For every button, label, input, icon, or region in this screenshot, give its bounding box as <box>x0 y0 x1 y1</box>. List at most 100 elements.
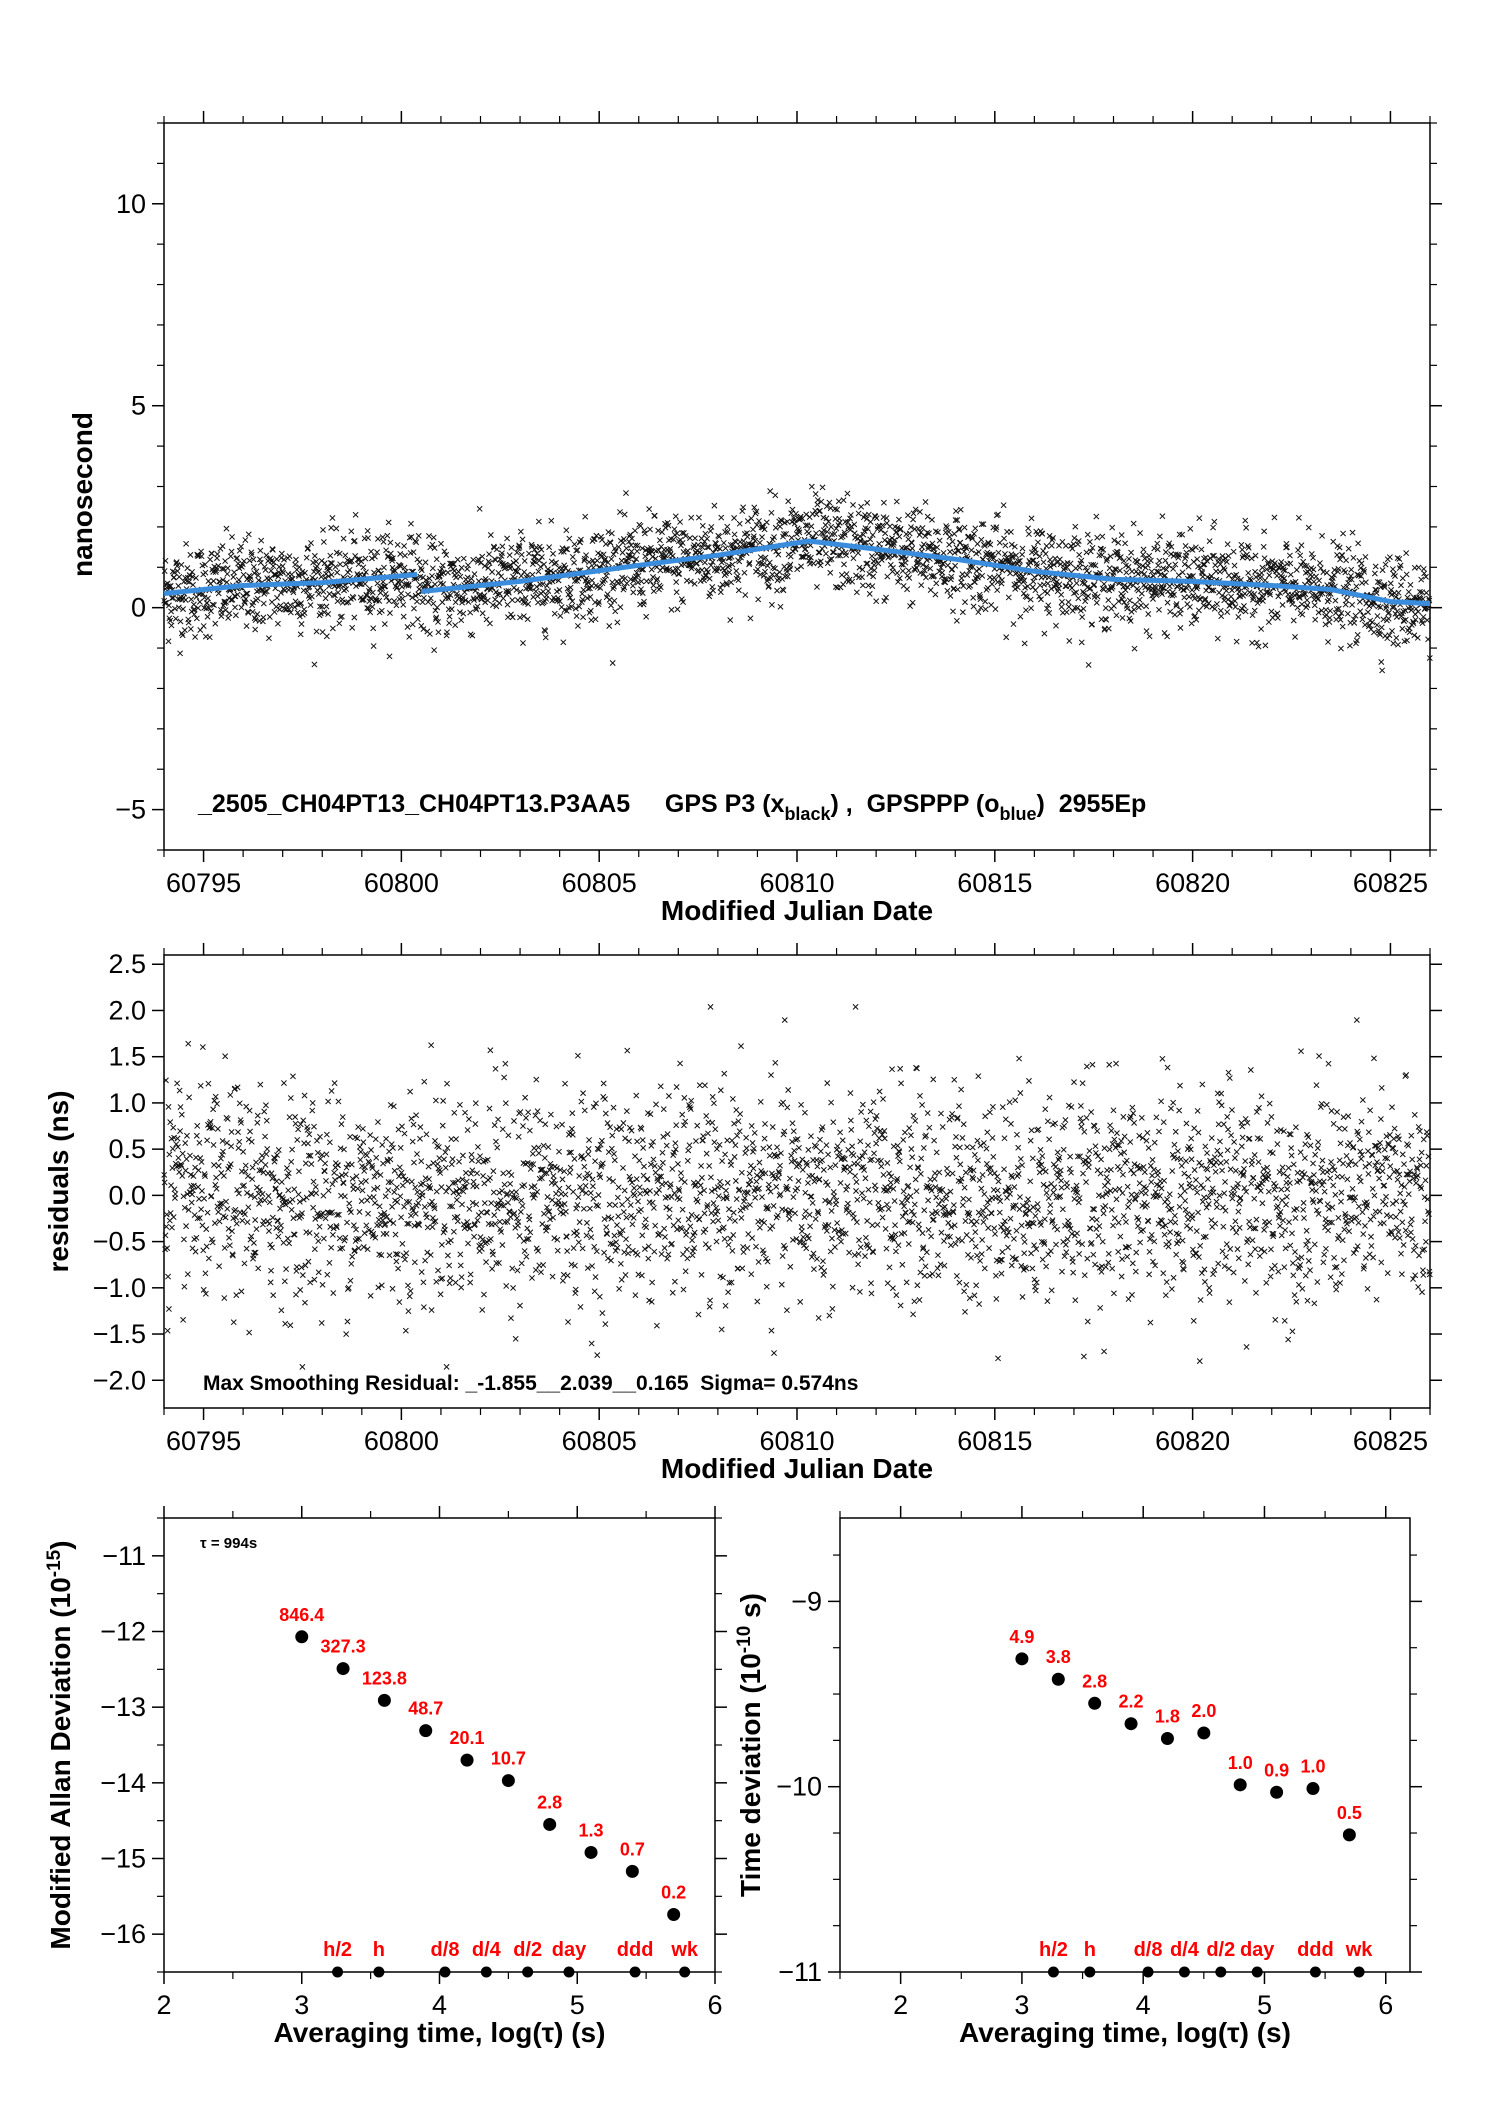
residual-point <box>725 1241 732 1248</box>
residual-point <box>732 1177 739 1184</box>
residual-point <box>627 1202 634 1209</box>
residual-point <box>196 1195 202 1202</box>
residual-point <box>192 1164 199 1171</box>
residual-point <box>235 1129 241 1136</box>
top-point <box>446 613 453 620</box>
top-point <box>1130 520 1137 527</box>
top-point <box>556 587 563 593</box>
top-point <box>308 593 315 600</box>
residual-point <box>434 1160 441 1167</box>
top-point <box>750 533 757 540</box>
residual-point <box>586 1172 593 1179</box>
top-point <box>445 595 452 602</box>
y-tick-label: 0.0 <box>108 1180 146 1210</box>
top-point <box>426 630 433 637</box>
residual-point <box>705 1244 712 1251</box>
residual-point <box>883 1201 890 1208</box>
top-point <box>526 550 532 557</box>
residual-point <box>407 1288 414 1294</box>
residual-point <box>692 1138 699 1145</box>
top-point <box>599 561 606 568</box>
top-point <box>418 622 425 629</box>
top-point <box>1026 531 1032 538</box>
top-point <box>1258 626 1265 632</box>
top-point <box>175 604 182 611</box>
residual-point <box>393 1258 400 1265</box>
top-point <box>1032 550 1039 557</box>
residual-point <box>816 1176 823 1183</box>
top-point <box>1062 542 1069 549</box>
top-point <box>516 542 523 549</box>
y-tick-label: −2.0 <box>93 1365 146 1395</box>
top-point <box>771 565 778 572</box>
top-point <box>444 593 451 600</box>
top-point <box>370 643 377 650</box>
top-point <box>271 608 278 615</box>
residual-point <box>420 1180 426 1187</box>
top-point <box>629 553 636 560</box>
top-point <box>1062 583 1069 590</box>
top-point <box>907 603 914 609</box>
residual-point <box>916 1225 923 1232</box>
top-point <box>387 539 394 546</box>
residual-point <box>839 1137 846 1144</box>
residual-point <box>221 1295 228 1301</box>
top-point <box>1105 625 1112 632</box>
top-point <box>895 516 902 523</box>
residual-point <box>402 1327 409 1334</box>
top-point <box>1223 587 1230 594</box>
residual-point <box>179 1150 186 1157</box>
top-point <box>859 574 865 581</box>
top-point <box>572 605 579 612</box>
top-point <box>1258 569 1265 576</box>
y-tick-label: 0.5 <box>108 1134 146 1164</box>
x-tick-label: 60795 <box>166 1426 241 1456</box>
residual-point <box>935 1201 942 1208</box>
residual-point <box>184 1271 191 1278</box>
residual-point <box>581 1107 588 1114</box>
top-point <box>579 596 586 603</box>
top-point <box>240 571 247 578</box>
top-point <box>174 568 181 575</box>
residual-point <box>412 1184 419 1191</box>
top-point <box>1286 552 1293 559</box>
top-point <box>487 532 494 538</box>
residual-point <box>916 1092 923 1099</box>
residual-point <box>832 1244 838 1251</box>
top-point <box>1386 554 1393 561</box>
residual-point <box>777 1150 784 1157</box>
residual-point <box>169 1145 176 1152</box>
residual-point <box>173 1141 180 1148</box>
top-point <box>515 564 522 571</box>
top-point <box>496 600 503 606</box>
top-point <box>1378 659 1385 665</box>
residual-point <box>925 1197 932 1204</box>
top-point <box>231 569 238 576</box>
top-point <box>186 579 193 585</box>
top-point <box>517 528 524 535</box>
top-point <box>342 561 349 568</box>
top-point <box>1010 621 1017 628</box>
residual-point <box>629 1247 636 1254</box>
top-point <box>1159 591 1165 598</box>
residual-point <box>806 1211 813 1218</box>
residual-point <box>911 1201 918 1208</box>
top-point <box>362 555 369 562</box>
top-point <box>777 603 784 610</box>
residual-point <box>931 1175 938 1182</box>
residual-point <box>521 1248 528 1255</box>
residual-point <box>742 1150 749 1157</box>
residual-point <box>177 1104 184 1110</box>
residual-point <box>756 1159 763 1166</box>
top-point <box>348 528 355 535</box>
top-point <box>1140 546 1147 553</box>
top-point <box>404 624 411 630</box>
top-point <box>1423 589 1430 596</box>
top-point <box>350 594 357 601</box>
top-point <box>1183 549 1190 556</box>
top-point <box>207 556 214 563</box>
residual-point <box>244 1173 251 1180</box>
top-point <box>623 490 629 497</box>
residual-point <box>708 1210 715 1217</box>
top-point <box>972 525 979 532</box>
